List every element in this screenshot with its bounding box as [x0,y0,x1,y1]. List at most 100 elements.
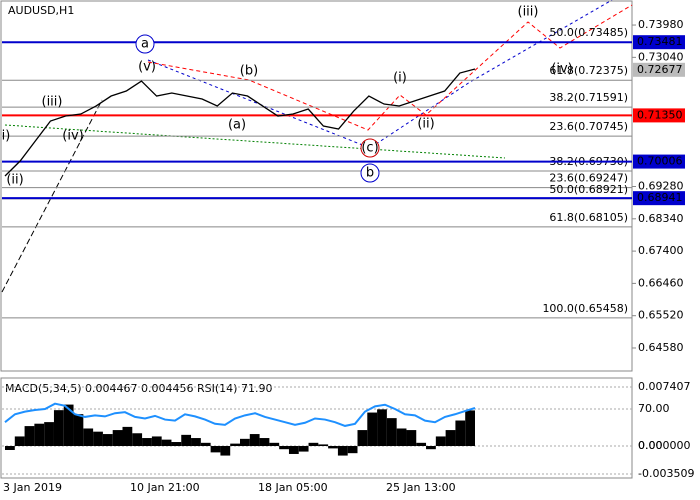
rsi-line [4,402,476,427]
wave-lines [1,0,633,293]
macd-bar [406,430,417,447]
wave-label: i) [2,129,11,144]
y-tick-label: 0.65520 [638,309,684,322]
wave-label: a [141,37,149,52]
macd-bar [151,436,162,447]
wave-label: (a) [228,118,246,133]
y2-tick-label: 70.00 [638,402,670,415]
fib-label: 23.6(0.69247) [549,172,628,185]
trend-line [4,124,506,159]
x-tick-label: 18 Jan 05:00 [258,481,328,494]
y-tick-label: 0.68340 [638,212,684,225]
macd-bar [347,446,358,454]
macd-bar [269,442,280,447]
macd-bar [249,434,260,447]
y-tick-label: -0.003509 [638,467,694,480]
macd-bar [63,404,74,447]
indicator-panel [0,377,633,479]
macd-bar [191,438,201,447]
y2-tick-label: 0.00 [638,439,663,452]
level-label: 0.68941 [637,191,683,204]
y-tick-label: 0.64580 [638,341,684,354]
fib-label: 61.8(0.72375) [549,64,628,77]
wave-label: (iii) [42,95,63,110]
macd-bar [230,443,240,447]
macd-bar [14,436,25,447]
fib-label: 100.0(0.65458) [542,302,628,315]
level-tag [633,35,685,50]
wave-circle [360,163,380,183]
projection-line [147,0,613,149]
macd-bar [44,422,54,447]
wave-label: b [366,166,374,181]
macd-bar [171,442,182,447]
y-tick-label: 0.67400 [638,244,684,257]
projection-line [147,4,633,131]
macd-bar [298,446,309,452]
macd-bar [24,426,35,447]
macd-bar [328,446,338,449]
macd-bar [142,438,152,447]
macd-bar [318,444,329,447]
macd-bar [426,446,436,450]
level-label: 0.70006 [637,155,683,168]
wave-label: (i) [393,71,407,86]
macd-bar [34,423,45,447]
macd-bar [161,439,172,447]
fib-label: 50.0(0.68921) [549,183,628,196]
trend-line [1,99,103,293]
macd-bar [53,410,64,447]
level-label: 0.71350 [637,108,683,121]
x-tick-label: 10 Jan 21:00 [130,481,200,494]
fib-label: 38.2(0.71591) [549,91,628,104]
macd-bar [465,410,475,447]
wave-label: (iv) [551,62,572,77]
macd-bar [102,434,113,447]
macd-bar [435,436,446,447]
y-tick-label: 0.007407 [638,380,691,393]
macd-bar [200,442,211,447]
fib-label: 61.8(0.68105) [549,211,628,224]
macd-bar [240,438,250,447]
wave-label: (c) [361,141,378,156]
fib-label: 50.0(0.73485) [549,26,628,39]
macd-bar [132,433,143,447]
macd-bar [416,442,427,447]
price-tag [633,62,685,77]
macd-bar [308,442,319,447]
level-tag [633,154,685,169]
wave-circle [360,138,380,158]
wave-label: (iii) [518,5,539,20]
macd-bar [288,446,299,454]
level-label: 0.73481 [637,35,683,48]
wave-label: (b) [240,64,258,79]
price-panel [0,0,633,372]
macd-bar [357,430,368,447]
level-tag [633,108,685,123]
wave-circle [135,34,155,54]
wave-label: (ii) [417,117,434,132]
price-label: 0.72677 [637,63,683,76]
indicator-title: MACD(5,34,5) 0.004467 0.004456 RSI(14) 7… [5,382,272,395]
macd-bar [112,430,123,447]
macd-bar [122,426,133,447]
level-tag [633,191,685,206]
x-tick-label: 3 Jan 2019 [3,481,62,494]
y-tick-label: 0.73980 [638,18,684,31]
y-tick-label: 0.73040 [638,50,684,63]
macd-bar [337,446,348,456]
y-tick-label: 0.66460 [638,276,684,289]
macd-bar [73,414,84,447]
fib-label: 23.6(0.70745) [549,120,628,133]
wave-label: (ii) [6,173,23,188]
wave-label: (iv) [62,129,83,144]
macd-bar [377,409,387,447]
macd-bar [396,428,407,447]
macd-bar [83,428,94,447]
y-tick-label: 0.000000 [638,439,691,452]
price-line [4,68,476,177]
chart-title: AUDUSD,H1 [8,4,74,17]
macd-bar [445,430,456,447]
wave-label: (v) [138,60,156,75]
